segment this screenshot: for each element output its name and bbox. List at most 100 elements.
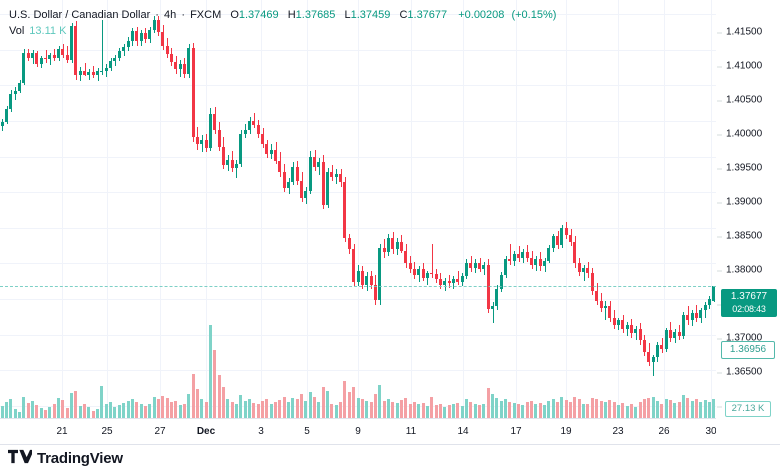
volume-bar [612,401,616,418]
candle-body [651,357,655,362]
candle-wick [54,49,55,61]
time-tick-label: 26 [658,426,670,437]
volume-bar [248,399,251,418]
volume-bar [352,386,356,418]
candle-body [547,247,551,261]
volume-bar [139,404,143,418]
grid-line-vertical [206,0,207,418]
candle-body [707,299,711,305]
grid-line-vertical [107,0,108,418]
volume-bar [634,406,638,418]
candle-body [100,71,104,73]
grid-line-vertical [411,0,412,418]
candle-body [61,49,65,55]
volume-bar [712,398,716,418]
candle-body [451,279,455,284]
volume-bar [373,393,377,418]
time-scale[interactable]: 21 25 27 Dec 3 5 9 11 14 17 19 23 26 30 [0,418,780,445]
volume-bar [677,401,681,418]
volume-bar [334,405,338,418]
badge-price-value: 1.37677 [730,291,768,302]
candle-body [200,139,204,144]
volume-bar [616,405,620,418]
volume-bar [22,396,26,418]
candle-body [634,328,638,334]
volume-bar [200,399,204,418]
candle-body [395,242,399,250]
volume-bar [269,403,273,418]
volume-bar [521,405,525,418]
candle-body [360,270,364,285]
volume-bar [44,410,48,418]
candle-body [386,237,390,253]
time-tick-label: Dec [196,426,216,437]
candle-body [464,263,468,277]
volume-badge[interactable]: 27.13 K [725,401,771,417]
candle-body [0,121,4,127]
candle-body [655,344,659,358]
volume-bar [430,396,434,418]
candle-body [681,314,685,337]
price-tick-mark [717,134,722,135]
volume-bar [707,401,711,418]
candle-body [13,91,17,94]
candle-wick [627,321,628,337]
candle-body [660,344,664,349]
volume-bar [113,406,117,418]
tradingview-logo[interactable]: TradingView [8,449,123,469]
volume-bar [547,400,551,418]
candle-body [57,49,61,59]
last-price-badge[interactable]: 1.37677 02:08:43 [721,289,777,317]
candle-body [109,61,113,68]
candlestick-series [0,15,716,418]
volume-bar [300,394,304,418]
close-price-badge[interactable]: 1.36956 [721,341,775,359]
time-tick-label: 19 [560,426,572,437]
chart-pane[interactable] [0,0,716,418]
tradingview-wordmark: TradingView [37,450,123,467]
volume-bar [287,401,291,418]
candle-wick [98,68,99,82]
volume-bar [703,400,707,418]
candle-body [31,53,35,59]
volume-bar [83,404,87,418]
volume-bar [573,396,577,418]
candle-body [83,71,87,76]
candle-body [603,306,607,308]
volume-bar [395,403,399,418]
volume-bar [664,398,668,418]
volume-bar [378,385,382,418]
volume-bar [517,403,521,418]
candle-body [278,160,282,173]
volume-bar [478,405,481,418]
volume-bar [274,402,278,418]
candle-body [330,172,334,177]
volume-bar [530,400,534,418]
volume-bar [621,403,625,418]
candle-body [378,247,382,301]
volume-bar [543,405,547,418]
candle-body [668,330,672,338]
time-tick-label: 27 [154,426,166,437]
candle-body [699,310,703,318]
volume-bar [681,395,685,418]
volume-bar [438,403,442,418]
price-tick-label: 1.39500 [717,163,780,174]
volume-bar [556,401,560,418]
candle-body [274,149,278,161]
candle-wick [605,300,606,321]
volume-bar [65,408,69,418]
candle-body [334,173,338,177]
price-scale[interactable]: 1.41500 1.41000 1.40500 1.40000 1.39500 1.390… [716,0,780,418]
candle-body [447,280,451,284]
volume-bar [204,401,208,418]
volume-bar [551,398,555,418]
volume-bar [321,386,325,418]
grid-line-vertical [160,0,161,418]
grid-line-vertical [463,0,464,418]
candle-body [239,133,243,164]
candle-body [590,273,594,291]
volume-bar [169,402,173,418]
volume-bar [699,402,703,418]
